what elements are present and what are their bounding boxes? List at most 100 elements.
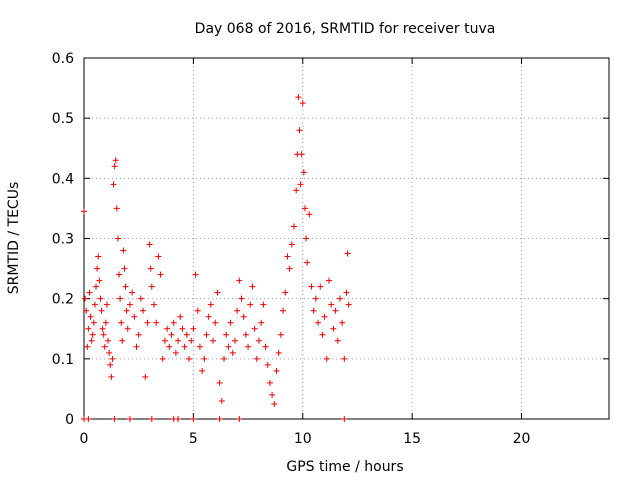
x-tick-label: 10 bbox=[294, 431, 312, 447]
data-point bbox=[192, 271, 199, 278]
data-point bbox=[108, 373, 115, 380]
data-point bbox=[109, 355, 116, 362]
data-point bbox=[269, 391, 276, 398]
data-point bbox=[260, 301, 267, 308]
data-point bbox=[315, 319, 322, 326]
data-point bbox=[82, 295, 89, 302]
data-point bbox=[339, 319, 346, 326]
data-point bbox=[310, 307, 317, 314]
data-point bbox=[164, 325, 171, 332]
data-point bbox=[126, 416, 133, 422]
data-point bbox=[126, 301, 133, 308]
data-point bbox=[291, 223, 297, 230]
data-point bbox=[153, 319, 160, 326]
data-point bbox=[186, 355, 192, 362]
data-point bbox=[157, 271, 164, 278]
data-point bbox=[284, 253, 291, 260]
data-point bbox=[295, 94, 302, 101]
data-point bbox=[123, 307, 130, 314]
data-point bbox=[242, 331, 249, 338]
data-point bbox=[181, 343, 188, 350]
data-point bbox=[249, 283, 256, 290]
data-point bbox=[280, 307, 287, 314]
data-point bbox=[256, 337, 262, 344]
data-point bbox=[151, 301, 157, 308]
data-point bbox=[86, 289, 93, 296]
data-point bbox=[247, 301, 254, 308]
data-point bbox=[90, 319, 97, 326]
data-point bbox=[183, 331, 190, 338]
data-point bbox=[218, 397, 225, 404]
data-point bbox=[258, 319, 265, 326]
data-point bbox=[205, 313, 212, 320]
data-point bbox=[300, 169, 307, 176]
data-point bbox=[194, 307, 201, 314]
y-tick-label: 0 bbox=[65, 412, 74, 428]
data-point bbox=[234, 307, 241, 314]
data-point bbox=[245, 343, 252, 350]
data-point bbox=[121, 265, 128, 272]
data-point bbox=[106, 349, 113, 356]
data-point bbox=[110, 181, 117, 188]
data-point bbox=[117, 295, 124, 302]
data-point bbox=[159, 355, 166, 362]
data-point bbox=[203, 331, 210, 338]
data-point bbox=[161, 337, 168, 344]
data-point bbox=[341, 416, 348, 422]
data-point bbox=[286, 265, 293, 272]
data-point bbox=[297, 181, 304, 188]
data-point bbox=[95, 253, 102, 260]
data-point bbox=[179, 325, 186, 332]
data-point bbox=[166, 343, 173, 350]
y-tick-label: 0.1 bbox=[52, 352, 74, 368]
data-point bbox=[102, 319, 109, 326]
data-point bbox=[103, 301, 110, 308]
data-point bbox=[301, 205, 308, 212]
data-point bbox=[170, 319, 177, 326]
data-point bbox=[277, 331, 284, 338]
data-point bbox=[88, 337, 95, 344]
data-point bbox=[99, 325, 106, 332]
data-point bbox=[98, 307, 105, 314]
data-point bbox=[299, 100, 306, 107]
data-point bbox=[306, 211, 313, 218]
y-tick-label: 0.3 bbox=[52, 232, 74, 248]
data-point bbox=[330, 325, 337, 332]
data-point bbox=[155, 253, 162, 260]
data-point bbox=[308, 283, 315, 290]
data-point bbox=[94, 265, 101, 272]
data-point bbox=[188, 337, 195, 344]
data-point bbox=[251, 325, 258, 332]
data-point bbox=[214, 289, 221, 296]
data-point bbox=[140, 307, 147, 314]
axis-ticks: 0 5 10 15 20 0 0.1 0.2 0.3 0.4 0.5 0.6 bbox=[52, 51, 609, 447]
data-point bbox=[288, 241, 295, 248]
data-point bbox=[148, 283, 155, 290]
data-point bbox=[84, 343, 91, 350]
data-point bbox=[81, 208, 87, 215]
data-point bbox=[326, 277, 332, 284]
data-point bbox=[207, 301, 214, 308]
data-point bbox=[119, 337, 126, 344]
y-axis-label: SRMTID / TECUs bbox=[6, 182, 22, 295]
data-point bbox=[273, 367, 280, 374]
data-point bbox=[210, 337, 217, 344]
data-point bbox=[345, 301, 352, 308]
data-point bbox=[275, 349, 282, 356]
data-point bbox=[83, 307, 90, 314]
grid bbox=[84, 58, 609, 419]
data-point bbox=[146, 241, 153, 248]
data-points bbox=[81, 94, 352, 422]
data-point bbox=[100, 331, 107, 338]
data-point bbox=[282, 289, 289, 296]
plot-frame bbox=[83, 57, 610, 420]
x-tick-label: 20 bbox=[513, 431, 531, 447]
data-point bbox=[303, 235, 310, 242]
data-point bbox=[107, 361, 114, 368]
chart-title: Day 068 of 2016, SRMTID for receiver tuv… bbox=[195, 21, 496, 37]
data-point bbox=[190, 416, 197, 422]
data-point bbox=[304, 259, 311, 266]
data-point bbox=[321, 313, 328, 320]
data-point bbox=[168, 331, 175, 338]
data-point bbox=[124, 325, 131, 332]
